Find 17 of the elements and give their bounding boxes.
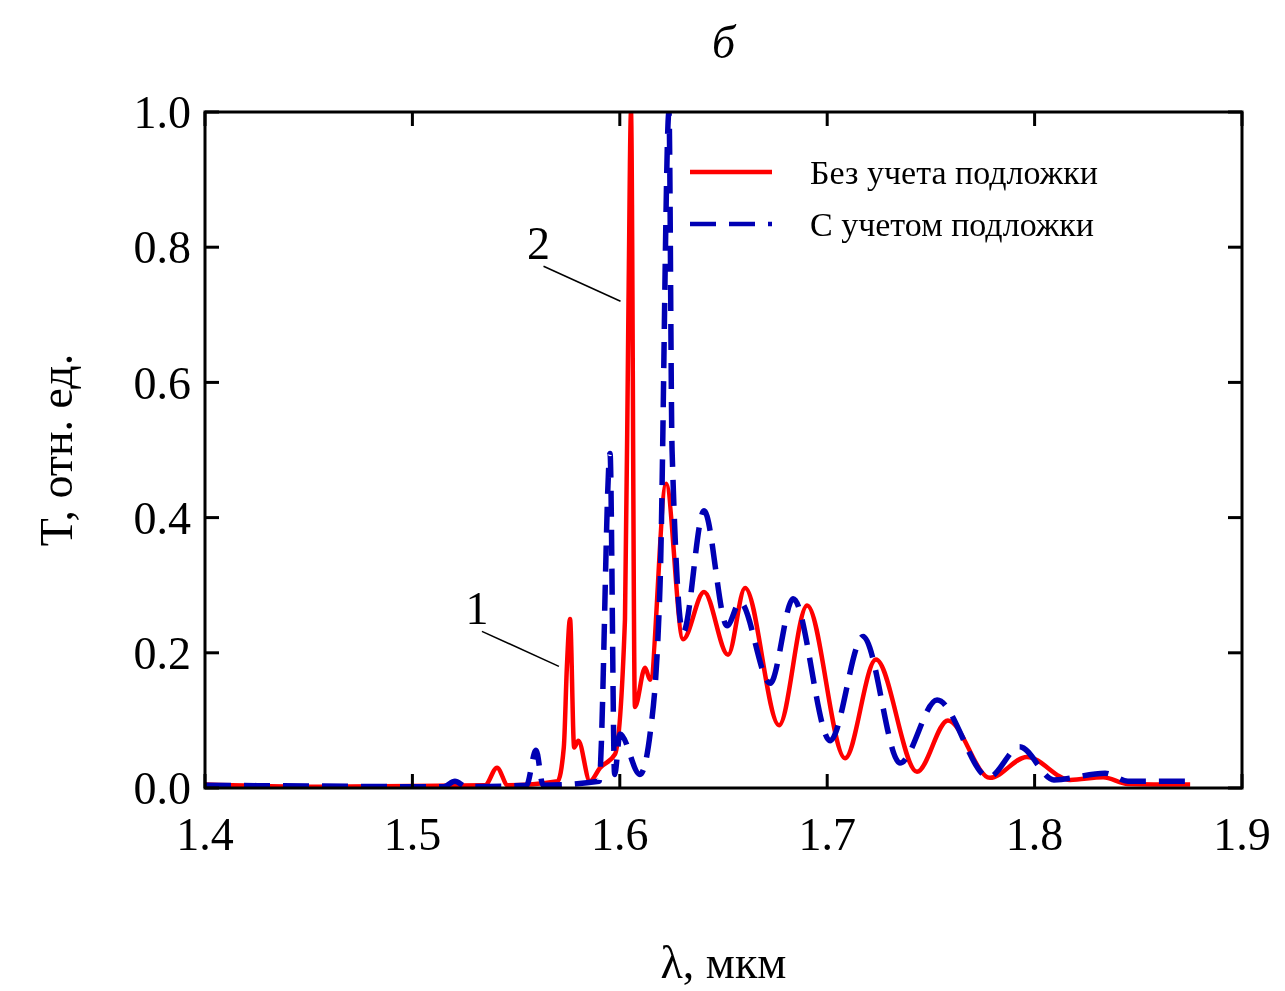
annotation: 2 [527,218,551,270]
y-tick-label: 0.6 [133,357,191,409]
y-tick-label: 0.8 [133,222,191,274]
x-tick-label: 1.8 [1005,809,1064,860]
y-tick-label: 0.2 [133,627,191,679]
x-axis-title: λ, мкм [660,937,787,988]
x-tick-label: 1.5 [383,809,442,860]
annotation: 1 [465,583,489,635]
y-tick-label: 0.4 [133,492,191,544]
x-tick-label: 1.6 [591,809,649,860]
legend-label: Без учета подложки [810,153,1098,191]
x-tick-label: 1.7 [798,809,856,860]
chart-title: б [711,17,737,68]
legend-label: С учетом подложки [810,205,1094,243]
y-axis-title: T, отн. ед. [31,353,82,547]
x-tick-label: 1.9 [1213,809,1271,860]
y-tick-label: 1.0 [133,87,191,139]
